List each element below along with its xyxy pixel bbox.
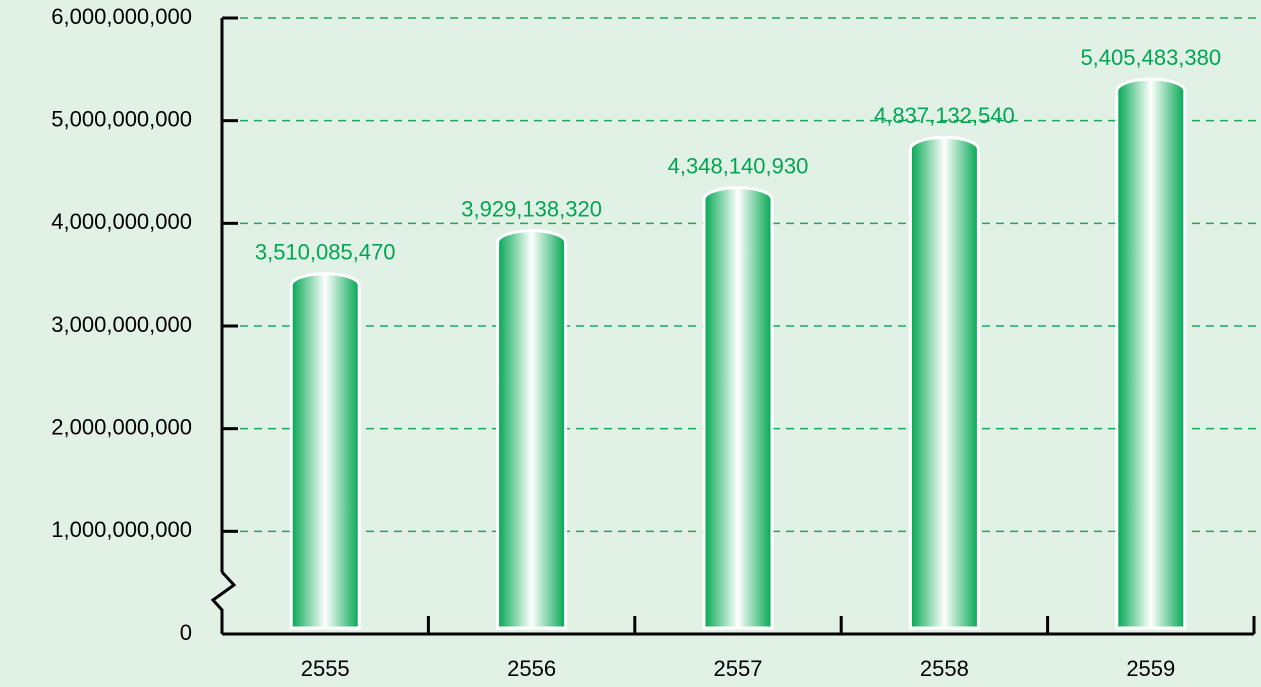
y-tick-label: 6,000,000,000 — [51, 4, 192, 29]
bars — [289, 77, 1187, 630]
x-tick-label: 2559 — [1126, 656, 1175, 681]
y-tick-label: 5,000,000,000 — [51, 106, 192, 131]
y-tick-label: 0 — [180, 620, 192, 645]
y-tick-label: 4,000,000,000 — [51, 209, 192, 234]
y-tick-label: 1,000,000,000 — [51, 517, 192, 542]
axis-break — [210, 570, 237, 634]
y-tick-label: 3,000,000,000 — [51, 312, 192, 337]
bar — [1115, 77, 1187, 630]
data-label: 5,405,483,380 — [1080, 45, 1221, 70]
data-label: 4,837,132,540 — [874, 103, 1015, 128]
data-label: 3,929,138,320 — [461, 196, 602, 221]
data-label: 4,348,140,930 — [668, 153, 809, 178]
bar — [702, 186, 774, 630]
bar — [496, 229, 568, 630]
bar — [289, 272, 361, 630]
bar — [908, 135, 980, 630]
x-tick-label: 2558 — [920, 656, 969, 681]
ticks: 0 1,000,000,000 2,000,000,000 3,000,000,000… — [51, 4, 1256, 681]
x-tick-label: 2557 — [714, 656, 763, 681]
y-tick-label: 2,000,000,000 — [51, 414, 192, 439]
x-tick-label: 2555 — [301, 656, 350, 681]
data-label: 3,510,085,470 — [255, 239, 396, 264]
x-tick-label: 2556 — [507, 656, 556, 681]
